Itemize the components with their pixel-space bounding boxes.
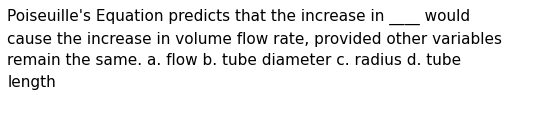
- Text: Poiseuille's Equation predicts that the increase in ____ would
cause the increas: Poiseuille's Equation predicts that the …: [7, 9, 502, 90]
